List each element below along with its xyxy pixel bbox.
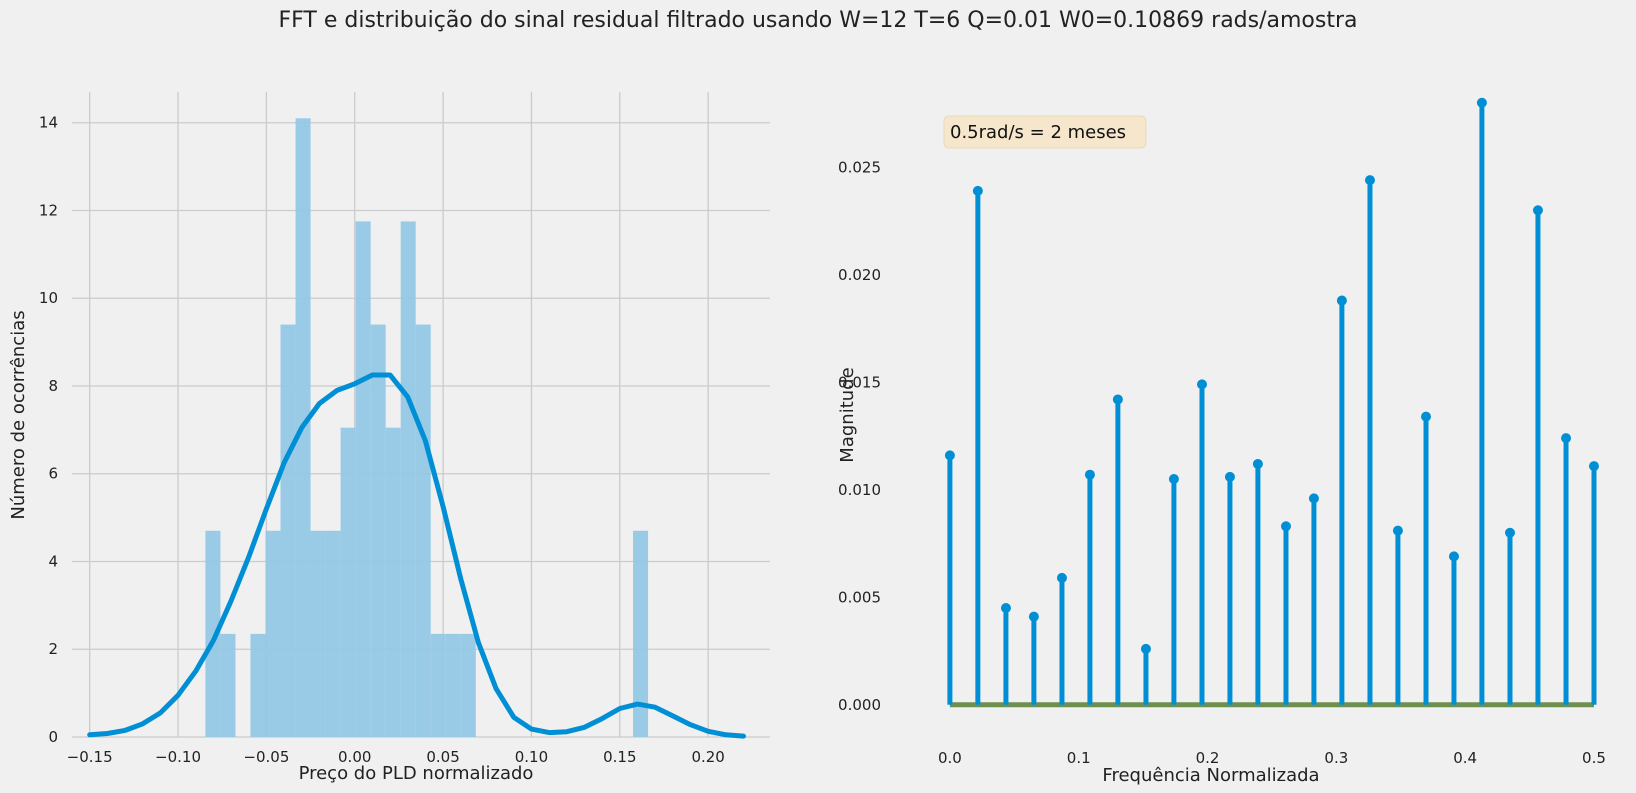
hist-ytick-label: 14 — [39, 114, 58, 132]
fft-stem-marker — [1028, 611, 1039, 622]
fft-ytick-label: 0.025 — [838, 158, 881, 176]
kde-curve — [87, 372, 746, 739]
hist-ytick-label: 8 — [48, 377, 58, 395]
fft-stem-marker — [1196, 379, 1207, 390]
fft-stem-marker — [1112, 394, 1123, 405]
fft-stem-marker — [1588, 461, 1599, 472]
hist-xtick-label: 0.10 — [515, 748, 548, 766]
hist-ytick-label: 12 — [39, 201, 58, 219]
hist-ylabel: Número de ocorrências — [8, 310, 29, 519]
fft-ytick-label: 0.005 — [838, 588, 881, 606]
fft-xtick-label: 0.3 — [1324, 749, 1348, 767]
fft-stem-marker — [1308, 493, 1319, 504]
hist-xtick-label: −0.15 — [67, 748, 113, 766]
histogram-chart: −0.15 −0.10 −0.05 0.00 0.05 0.10 0.15 0.20 0 2 4 6… — [8, 92, 770, 784]
fft-xtick-label: 0.2 — [1196, 749, 1220, 767]
fft-stem-marker — [944, 450, 955, 461]
fft-stem-marker — [1448, 551, 1459, 562]
fft-stem-marker — [1392, 525, 1403, 536]
hist-xtick-label: −0.05 — [243, 748, 289, 766]
hist-bar — [400, 221, 416, 737]
fft-stem-marker — [1252, 458, 1263, 469]
fft-stem-marker — [1364, 175, 1375, 186]
hist-bar — [340, 427, 356, 737]
fft-stem-marker — [1224, 471, 1235, 482]
fft-annotation-box — [943, 115, 1147, 149]
hist-xlabel: Preço do PLD normalizado — [299, 763, 534, 784]
fft-stem-marker — [1476, 97, 1487, 108]
fft-ylabel: Magnitude — [837, 367, 858, 462]
hist-xtick-label: 0.15 — [603, 748, 636, 766]
hist-bar — [265, 530, 281, 737]
hist-bar — [220, 633, 236, 737]
fft-xtick-label: 0.5 — [1582, 749, 1606, 767]
fft-stem-marker — [972, 185, 983, 196]
fft-stem-marker — [1421, 411, 1432, 422]
fft-ytick-label: 0.015 — [838, 373, 881, 391]
fft-ytick-label: 0.020 — [838, 266, 881, 284]
fft-stem-marker — [1000, 603, 1011, 613]
fft-xticks: 0.0 0.1 0.2 0.3 0.4 0.5 — [938, 749, 1606, 767]
hist-xtick-label: −0.10 — [155, 748, 201, 766]
hist-bar — [355, 221, 371, 737]
fft-xtick-label: 0.0 — [938, 749, 962, 767]
hist-bar — [430, 633, 446, 737]
fft-stem-marker — [1532, 205, 1543, 216]
fft-stems — [944, 97, 1599, 705]
hist-ytick-label: 4 — [48, 552, 58, 570]
fft-stem-marker — [1336, 295, 1347, 306]
hist-bar — [415, 324, 431, 737]
fft-ytick-label: 0.000 — [838, 696, 881, 714]
hist-bar — [633, 530, 649, 737]
hist-bar — [370, 324, 386, 737]
hist-bar — [385, 427, 401, 737]
hist-bar — [460, 633, 476, 737]
fft-stem-marker — [1084, 469, 1095, 480]
hist-xtick-label: 0.20 — [691, 748, 724, 766]
fft-stem-marker — [1504, 527, 1515, 538]
fft-yticks: 0.000 0.005 0.010 0.015 0.020 0.025 — [838, 158, 881, 714]
figure-title: FFT e distribuição do sinal residual fil… — [279, 8, 1358, 33]
hist-bar — [205, 530, 221, 737]
hist-ytick-label: 10 — [39, 289, 58, 307]
fft-stem-marker — [1280, 521, 1291, 532]
hist-bar — [325, 530, 341, 737]
hist-yticks: 0 2 4 6 8 10 12 14 — [39, 114, 58, 746]
fft-stem-chart: 0.0 0.1 0.2 0.3 0.4 0.5 0.0000.0050.0100.0150… — [837, 97, 1606, 786]
hist-ytick-label: 2 — [48, 640, 58, 658]
hist-xticks: −0.15 −0.10 −0.05 0.00 0.05 0.10 0.15 0.20 — [67, 748, 725, 766]
fft-xtick-label: 0.4 — [1453, 749, 1477, 767]
hist-bar — [280, 324, 296, 737]
hist-xtick-label: 0.00 — [338, 748, 371, 766]
hist-bars — [205, 118, 649, 737]
hist-bar — [310, 530, 326, 737]
fft-stem-marker — [1056, 572, 1067, 583]
hist-xtick-label: 0.05 — [426, 748, 459, 766]
fft-stem-marker — [1561, 433, 1572, 444]
fft-stem-marker — [1140, 643, 1151, 654]
fft-stem-marker — [1168, 474, 1179, 484]
hist-bar — [445, 633, 461, 737]
fft-xlabel: Frequência Normalizada — [1102, 765, 1319, 786]
hist-ytick-label: 6 — [48, 465, 58, 483]
hist-ytick-label: 0 — [48, 728, 58, 746]
fft-annotation: 0.5rad/s = 2 meses — [950, 122, 1126, 143]
fft-ytick-label: 0.010 — [838, 481, 881, 499]
fft-xtick-label: 0.1 — [1067, 749, 1091, 767]
hist-bar — [250, 633, 266, 737]
